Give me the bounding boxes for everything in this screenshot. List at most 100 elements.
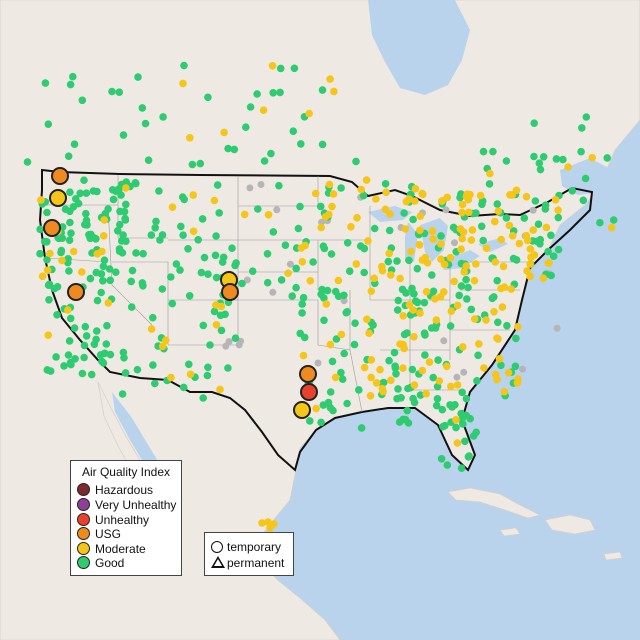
good-monitor-dot [210, 307, 219, 316]
good-monitor-dot [582, 113, 591, 121]
good-monitor-dot [400, 209, 408, 217]
good-monitor-dot [413, 298, 422, 307]
moderate-monitor-dot [362, 176, 371, 184]
moderate-monitor-dot [38, 272, 47, 281]
land-jamaica [499, 527, 521, 537]
moderate-monitor-dot [440, 260, 449, 269]
moderate-monitor-dot [512, 186, 521, 195]
good-monitor-dot [122, 200, 130, 209]
legend-label-very-unhealthy: Very Unhealthy [95, 498, 177, 512]
moderate-monitor-dot [554, 206, 562, 214]
good-monitor-dot [134, 73, 142, 81]
good-monitor-dot [338, 375, 347, 384]
moderate-monitor-dot [387, 376, 395, 385]
moderate-monitor-dot [475, 340, 483, 348]
moderate-monitor-dot [416, 212, 425, 220]
moderate-monitor-dot [415, 240, 424, 249]
good-monitor-dot [462, 394, 471, 403]
good-monitor-dot [494, 318, 502, 327]
moderate-monitor-dot [500, 387, 509, 396]
moderate-monitor-dot [493, 375, 501, 384]
moderate-monitor-dot [210, 196, 219, 205]
moderate-monitor-dot [457, 245, 465, 253]
good-monitor-dot [370, 224, 379, 233]
good-monitor-dot [224, 364, 232, 372]
legend-item-usg: USG [77, 527, 121, 541]
inactive-monitor-dot [273, 206, 281, 214]
good-monitor-dot [238, 279, 246, 288]
moderate-monitor-dot [513, 379, 522, 387]
inactive-monitor-dot [222, 342, 230, 350]
good-monitor-dot [299, 293, 308, 302]
good-monitor-dot [503, 321, 511, 330]
good-monitor-dot [122, 237, 130, 245]
good-monitor-dot [149, 361, 157, 369]
moderate-monitor-dot [491, 258, 500, 266]
moderate-monitor-dot [217, 302, 226, 311]
good-monitor-dot [469, 432, 478, 440]
highlighted-monitor-dot [51, 167, 69, 185]
moderate-monitor-dot [179, 79, 187, 88]
moderate-monitor-dot [432, 316, 441, 324]
good-monitor-dot [281, 241, 290, 249]
moderate-monitor-dot [370, 274, 379, 283]
moderate-monitor-dot [422, 287, 431, 296]
good-monitor-dot [253, 205, 262, 213]
good-monitor-dot [65, 236, 74, 244]
good-monitor-dot [66, 80, 75, 89]
good-monitor-dot [66, 314, 75, 323]
inactive-monitor-dot [440, 337, 448, 345]
good-monitor-dot [80, 341, 89, 350]
moderate-monitor-dot [515, 239, 524, 248]
good-monitor-dot [318, 140, 327, 149]
good-monitor-dot [151, 379, 159, 388]
moderate-monitor-dot [526, 245, 535, 253]
good-monitor-dot [457, 409, 466, 418]
hudson-bay [368, 0, 470, 95]
moderate-monitor-dot [317, 223, 326, 232]
moderate-monitor-dot [505, 221, 514, 230]
moderate-monitor-dot [506, 191, 514, 199]
good-monitor-dot [405, 256, 413, 265]
good-monitor-dot [81, 322, 90, 331]
moderate-monitor-dot [367, 356, 376, 364]
good-monitor-dot [296, 329, 305, 338]
good-monitor-dot [80, 176, 88, 184]
moderate-monitor-dot [334, 276, 343, 285]
moderate-monitor-dot [312, 404, 320, 413]
moderate-monitor-dot [402, 197, 411, 206]
good-monitor-dot [102, 340, 111, 348]
moderate-monitor-dot [37, 196, 45, 204]
good-monitor-dot [158, 231, 167, 239]
good-monitor-dot [105, 265, 114, 273]
good-monitor-dot [568, 187, 577, 195]
good-monitor-dot [53, 283, 62, 291]
moderate-monitor-dot [588, 153, 596, 162]
moderate-monitor-dot [452, 416, 460, 424]
good-monitor-dot [512, 334, 520, 343]
highlighted-monitor-dot [293, 401, 311, 419]
circle-icon [211, 541, 223, 553]
good-monitor-dot [384, 257, 393, 266]
good-monitor-dot [211, 251, 220, 260]
moderate-monitor-dot [523, 236, 532, 245]
good-monitor-dot [117, 191, 125, 199]
good-monitor-dot [327, 250, 336, 258]
good-monitor-dot [581, 174, 590, 183]
inactive-monitor-dot [314, 359, 322, 367]
inactive-monitor-dot [269, 288, 277, 296]
legend-item-temporary: temporary [211, 540, 281, 554]
good-monitor-dot [83, 221, 91, 229]
moderate-monitors [37, 62, 616, 532]
good-monitor-dot [337, 184, 345, 192]
moderate-monitor-dot [607, 223, 616, 232]
good-monitor-dot [461, 437, 469, 446]
good-monitor-dot [232, 259, 240, 267]
moderate-monitor-dot [499, 262, 508, 271]
moderate-monitor-dot [545, 259, 553, 267]
good-monitor-dot [512, 256, 521, 264]
good-monitor-dot [118, 390, 127, 398]
good-monitor-dot [392, 370, 400, 378]
moderate-monitor-dot [409, 306, 418, 314]
good-monitor-dot [118, 249, 127, 257]
